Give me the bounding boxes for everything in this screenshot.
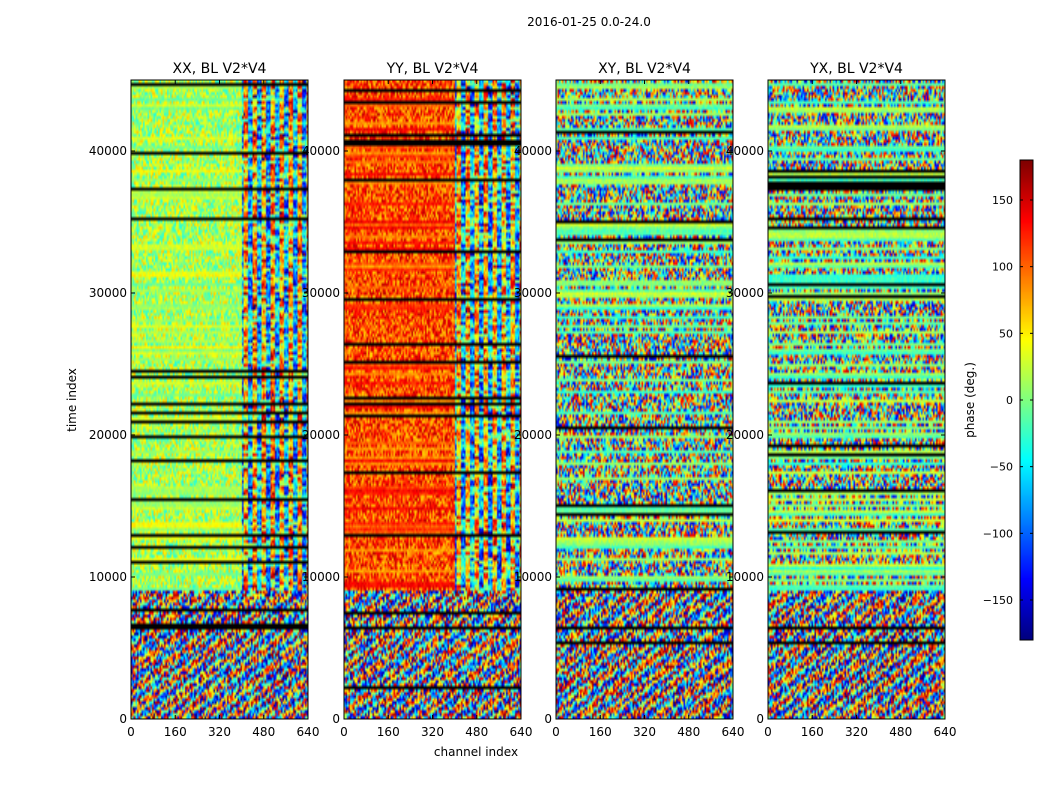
y-tick-label: 20000 [514,428,552,442]
y-tick-label: 20000 [726,428,764,442]
panel-xx: XX, BL V2*V4 0 160 320 480 640 0 10000 20000 3000… [89,61,320,739]
heatmap-image-xx [131,80,308,719]
panel-title: XX, BL V2*V4 [173,61,267,77]
y-tick-label: 30000 [302,286,340,300]
heatmap-image-xy [556,80,733,719]
panel-xy: XY, BL V2*V4 0 160 320 480 640 0 10000 20000 3000… [514,61,745,739]
colorbar-tick-label: 50 [999,327,1013,340]
colorbar-tick-label: 100 [992,261,1013,274]
x-tick-label: 480 [252,725,275,739]
panel-title: YX, BL V2*V4 [809,61,903,77]
y-tick-label: 40000 [726,144,764,158]
x-tick-label: 320 [845,725,868,739]
y-tick-label: 40000 [514,144,552,158]
x-tick-label: 640 [722,725,745,739]
panel-yy: YY, BL V2*V4 0 160 320 480 640 0 10000 20000 3000… [302,61,533,739]
x-tick-label: 320 [208,725,231,739]
panel-title: YY, BL V2*V4 [386,61,479,77]
x-axis-label: channel index [434,745,518,759]
colorbar-tick-label: 150 [992,194,1013,207]
x-tick-label: 0 [127,725,135,739]
colorbar-tick-label: −50 [990,461,1013,474]
x-tick-label: 0 [552,725,560,739]
y-tick-label: 10000 [89,570,127,584]
y-tick-label: 0 [544,712,552,726]
x-tick-label: 160 [377,725,400,739]
heatmap-image-yy [344,80,521,719]
y-tick-label: 30000 [89,286,127,300]
y-tick-label: 40000 [89,144,127,158]
colorbar-label: phase (deg.) [963,362,977,438]
x-tick-label: 480 [889,725,912,739]
x-tick-label: 640 [297,725,320,739]
x-tick-label: 480 [465,725,488,739]
x-tick-label: 320 [633,725,656,739]
x-tick-label: 160 [164,725,187,739]
colorbar-tick-label: −150 [983,594,1013,607]
y-axis-label: time index [65,368,79,432]
colorbar-gradient [1020,160,1033,640]
x-tick-label: 480 [677,725,700,739]
y-tick-label: 10000 [302,570,340,584]
panel-title: XY, BL V2*V4 [598,61,691,77]
x-tick-label: 160 [589,725,612,739]
y-tick-label: 10000 [514,570,552,584]
y-tick-label: 20000 [302,428,340,442]
y-tick-label: 0 [119,712,127,726]
heatmap-image-yx [768,80,945,719]
y-tick-label: 40000 [302,144,340,158]
y-tick-label: 30000 [514,286,552,300]
figure-suptitle: 2016-01-25 0.0-24.0 [527,15,651,29]
x-tick-label: 640 [510,725,533,739]
x-tick-label: 640 [934,725,957,739]
y-tick-label: 20000 [89,428,127,442]
y-tick-label: 10000 [726,570,764,584]
colorbar-tick-label: −100 [983,527,1013,540]
y-tick-label: 30000 [726,286,764,300]
colorbar: −150 −100 −50 0 50 100 150 phase (deg.) [963,159,1034,641]
y-tick-label: 0 [756,712,764,726]
x-tick-label: 320 [421,725,444,739]
y-tick-label: 0 [332,712,340,726]
x-tick-label: 160 [801,725,824,739]
panel-yx: YX, BL V2*V4 0 160 320 480 640 0 10000 20000 3000… [726,61,957,739]
x-tick-label: 0 [340,725,348,739]
colorbar-tick-label: 0 [1006,394,1013,407]
x-tick-label: 0 [764,725,772,739]
